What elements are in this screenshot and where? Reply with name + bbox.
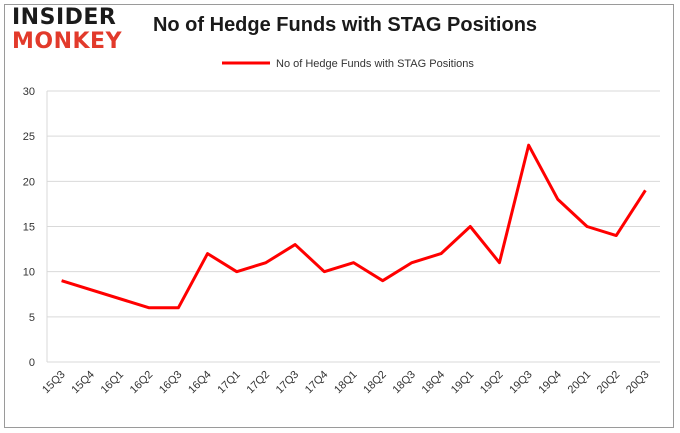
- chart-title: No of Hedge Funds with STAG Positions: [152, 14, 538, 36]
- x-tick-label: 20Q2: [595, 369, 623, 397]
- x-tick-label: 19Q3: [507, 369, 535, 397]
- insider-monkey-logo: INSIDER MONKEY: [12, 6, 128, 58]
- x-tick-label: 16Q1: [99, 369, 127, 397]
- gridlines: [46, 90, 660, 363]
- series-layer: [61, 143, 647, 310]
- x-tick-label: 17Q3: [274, 369, 302, 397]
- x-tick-label: 15Q4: [69, 369, 97, 397]
- x-tick-label: 15Q3: [40, 369, 68, 397]
- logo-line-1: INSIDER: [12, 5, 117, 30]
- series-line: [61, 143, 647, 310]
- x-tick-label: 18Q3: [390, 369, 418, 397]
- x-tick-label: 16Q3: [157, 369, 185, 397]
- y-tick-label: 15: [23, 222, 35, 234]
- x-tick-label: 16Q4: [186, 369, 214, 397]
- y-tick-label: 10: [23, 267, 35, 279]
- legend-label: No of Hedge Funds with STAG Positions: [276, 58, 474, 70]
- x-tick-label: 20Q3: [624, 369, 652, 397]
- x-tick-label: 19Q1: [449, 369, 477, 397]
- y-axis-ticks: 0 5 10 15 20 25 30: [23, 86, 35, 369]
- x-tick-label: 16Q2: [128, 369, 156, 397]
- chart-frame: [4, 4, 674, 428]
- x-axis-ticks: 15Q3 15Q4 16Q1 16Q2 16Q3 16Q4 17Q1 17Q2 17Q3 17Q4…: [40, 369, 651, 397]
- y-tick-label: 30: [23, 86, 35, 98]
- x-tick-label: 18Q1: [332, 369, 360, 397]
- x-tick-label: 17Q2: [245, 369, 273, 397]
- x-tick-label: 20Q1: [566, 369, 594, 397]
- x-tick-label: 18Q2: [361, 369, 389, 397]
- y-tick-label: 25: [23, 131, 35, 143]
- y-tick-label: 20: [23, 176, 35, 188]
- x-tick-label: 18Q4: [420, 369, 448, 397]
- legend: No of Hedge Funds with STAG Positions: [222, 58, 474, 70]
- y-tick-label: 5: [29, 312, 35, 324]
- x-tick-label: 17Q4: [303, 369, 331, 397]
- x-tick-label: 17Q1: [215, 369, 243, 397]
- x-tick-label: 19Q4: [536, 369, 564, 397]
- y-tick-label: 0: [29, 357, 35, 369]
- x-tick-label: 19Q2: [478, 369, 506, 397]
- logo-line-2: MONKEY: [12, 29, 123, 54]
